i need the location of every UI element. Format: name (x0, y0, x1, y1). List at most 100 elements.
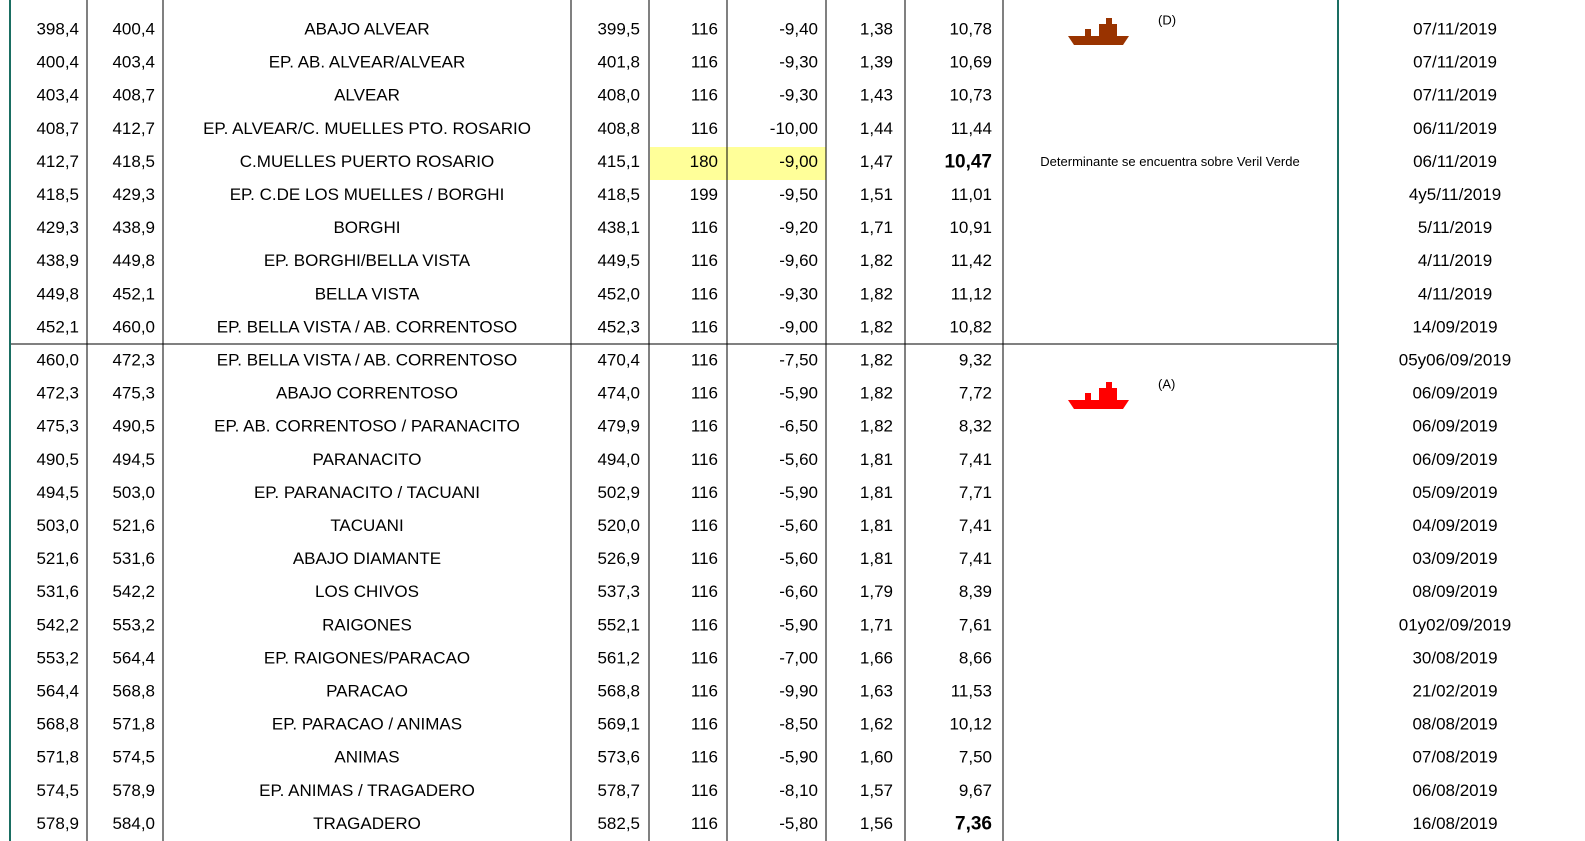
depth: -5,90 (779, 483, 818, 502)
date: 03/09/2019 (1412, 549, 1497, 568)
draft: 10,78 (949, 19, 992, 38)
date: 4y5/11/2019 (1409, 185, 1501, 204)
section-name: EP. AB. ALVEAR/ALVEAR (269, 53, 466, 72)
km-point: 470,4 (597, 350, 640, 369)
draft: 10,82 (949, 317, 992, 336)
draft: 8,39 (959, 582, 992, 601)
section-name: TACUANI (330, 516, 403, 535)
level: 1,56 (860, 814, 893, 833)
km-to: 490,5 (112, 417, 155, 436)
highlight (650, 147, 826, 180)
km-to: 564,4 (112, 648, 155, 667)
depth: -6,50 (779, 417, 818, 436)
km-from: 564,4 (36, 681, 79, 700)
km-to: 553,2 (112, 615, 155, 634)
depth: -5,90 (779, 384, 818, 403)
km-from: 521,6 (36, 549, 79, 568)
draft: 10,47 (944, 151, 992, 172)
depth: -9,30 (779, 53, 818, 72)
draft: 9,32 (959, 350, 992, 369)
depth: -9,30 (779, 86, 818, 105)
date: 08/09/2019 (1412, 582, 1497, 601)
km-to: 452,1 (112, 284, 155, 303)
km-point: 452,0 (597, 284, 640, 303)
km-point: 578,7 (597, 781, 640, 800)
width: 116 (691, 748, 718, 767)
level: 1,57 (860, 781, 893, 800)
section-name: EP. BORGHI/BELLA VISTA (264, 251, 471, 270)
width: 116 (691, 450, 718, 469)
draft: 7,50 (959, 748, 992, 767)
section-name: ABAJO ALVEAR (304, 19, 429, 38)
km-from: 449,8 (36, 284, 79, 303)
section-name: EP. ANIMAS / TRAGADERO (259, 781, 475, 800)
depth: -9,20 (779, 218, 818, 237)
date: 14/09/2019 (1412, 317, 1497, 336)
km-to: 472,3 (112, 350, 155, 369)
width: 116 (691, 648, 718, 667)
width: 180 (690, 152, 718, 171)
width: 116 (691, 781, 718, 800)
km-to: 408,7 (112, 86, 155, 105)
date: 5/11/2019 (1418, 218, 1492, 237)
ship-icon (1068, 18, 1129, 45)
km-to: 475,3 (112, 384, 155, 403)
km-from: 494,5 (36, 483, 79, 502)
km-to: 403,4 (112, 53, 155, 72)
km-to: 568,8 (112, 681, 155, 700)
km-point: 452,3 (597, 317, 640, 336)
date: 16/08/2019 (1412, 814, 1497, 833)
level: 1,82 (860, 284, 893, 303)
draft: 11,42 (951, 251, 992, 270)
date: 01y02/09/2019 (1399, 615, 1512, 634)
km-point: 582,5 (597, 814, 640, 833)
date: 05y06/09/2019 (1399, 350, 1512, 369)
draft: 8,66 (959, 648, 992, 667)
section-name: EP. PARANACITO / TACUANI (254, 483, 480, 502)
km-to: 460,0 (112, 317, 155, 336)
draft: 7,41 (959, 450, 992, 469)
section-name: PARANACITO (313, 450, 422, 469)
section-name: ANIMAS (334, 748, 399, 767)
level: 1,82 (860, 417, 893, 436)
width: 116 (691, 350, 718, 369)
km-to: 542,2 (112, 582, 155, 601)
section-name: C.MUELLES PUERTO ROSARIO (240, 152, 494, 171)
depth: -9,00 (779, 152, 818, 171)
width: 116 (691, 516, 718, 535)
km-from: 418,5 (36, 185, 79, 204)
km-to: 521,6 (112, 516, 155, 535)
width: 116 (691, 284, 718, 303)
draft: 7,36 (955, 813, 992, 834)
width: 116 (691, 814, 718, 833)
depth: -9,90 (779, 681, 818, 700)
date: 06/11/2019 (1413, 119, 1497, 138)
section-name: PARACAO (326, 681, 408, 700)
km-point: 449,5 (597, 251, 640, 270)
km-to: 578,9 (112, 781, 155, 800)
km-from: 438,9 (36, 251, 79, 270)
km-to: 418,5 (112, 152, 155, 171)
date: 07/11/2019 (1413, 53, 1497, 72)
km-from: 490,5 (36, 450, 79, 469)
km-point: 537,3 (597, 582, 640, 601)
km-point: 415,1 (597, 152, 640, 171)
draft: 7,71 (959, 483, 992, 502)
section-name: EP. RAIGONES/PARACAO (264, 648, 470, 667)
width: 116 (691, 19, 718, 38)
width: 116 (691, 119, 718, 138)
draft: 10,73 (949, 86, 992, 105)
section-name: ABAJO DIAMANTE (293, 549, 441, 568)
draft: 10,91 (949, 218, 992, 237)
depth: -6,60 (779, 582, 818, 601)
km-from: 578,9 (36, 814, 79, 833)
width: 116 (691, 549, 718, 568)
km-from: 571,8 (36, 748, 79, 767)
km-point: 568,8 (597, 681, 640, 700)
ship-icon (1068, 382, 1129, 409)
km-from: 408,7 (36, 119, 79, 138)
level: 1,71 (860, 218, 893, 237)
width: 199 (690, 185, 718, 204)
date: 4/11/2019 (1418, 284, 1492, 303)
km-from: 472,3 (36, 384, 79, 403)
